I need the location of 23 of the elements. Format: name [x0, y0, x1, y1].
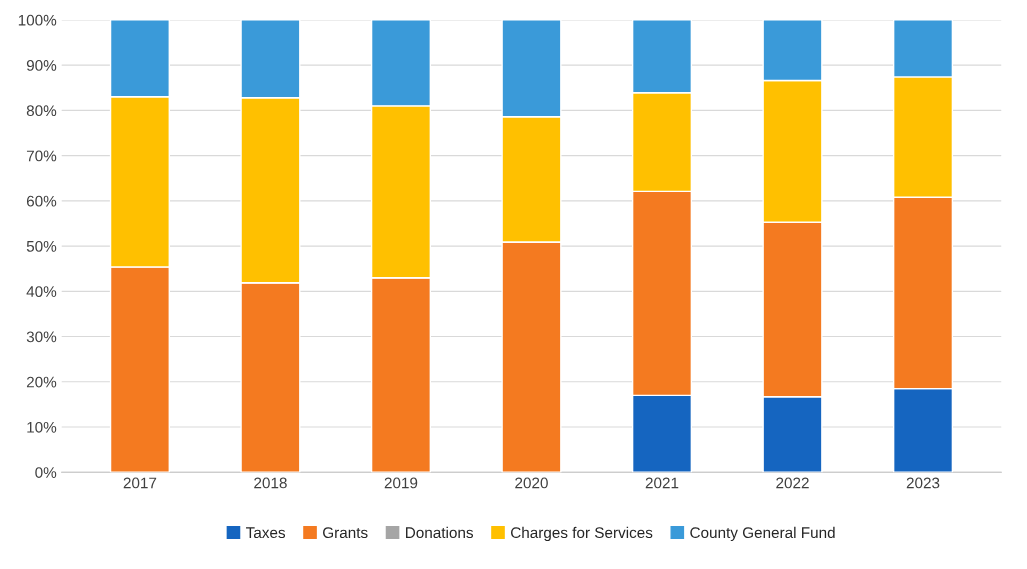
- y-tick-label: 40%: [26, 286, 57, 298]
- x-tick-label: 2020: [515, 477, 548, 489]
- y-tick-label: 90%: [26, 60, 57, 71]
- y-tick-label: 50%: [26, 240, 57, 252]
- x-tick-label: 2021: [645, 477, 679, 489]
- legend-label: County General Fund: [690, 526, 835, 542]
- y-tick-label: 70%: [26, 150, 57, 162]
- legend-label: Taxes: [246, 527, 286, 539]
- x-tick-label: 2018: [254, 477, 287, 489]
- legend-label: Charges for Services: [511, 526, 653, 542]
- x-tick-label: 2017: [123, 477, 157, 489]
- y-tick-label: 80%: [26, 105, 57, 117]
- x-tick-label: 2023: [906, 477, 940, 489]
- y-tick-label: 20%: [26, 376, 57, 388]
- y-tick-label: 0%: [35, 467, 57, 478]
- x-tick-label: 2022: [776, 477, 809, 489]
- y-tick-label: 60%: [26, 195, 57, 207]
- legend-label: Donations: [406, 526, 474, 539]
- y-tick-label: 100%: [18, 14, 57, 26]
- y-tick-label: 30%: [26, 331, 57, 343]
- legend-label: Grants: [323, 527, 368, 539]
- x-tick-label: 2019: [384, 477, 418, 489]
- y-tick-label: 10%: [27, 421, 57, 433]
